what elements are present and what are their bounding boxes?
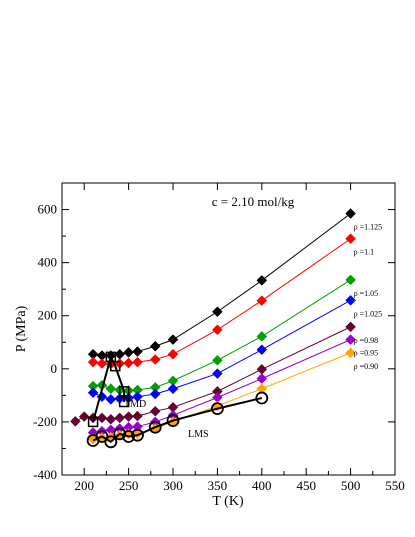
lms-point-circle [113, 427, 127, 441]
data-point-diamond [345, 233, 356, 245]
data-point-diamond [149, 340, 161, 352]
series-label: ρ =1.125 [354, 223, 383, 232]
data-point-diamond [105, 393, 117, 405]
x-tick-label: 250 [119, 478, 139, 493]
data-point-diamond [149, 388, 161, 400]
data-point-diamond [87, 356, 99, 368]
lms-point-circle [104, 435, 118, 449]
x-tick-label: 300 [163, 478, 183, 493]
x-tick-label: 450 [296, 478, 316, 493]
y-tick-label: -200 [33, 414, 57, 429]
data-point-diamond [123, 411, 134, 422]
series-1-025 [87, 294, 356, 405]
tmd-point-square [110, 360, 121, 372]
data-point-diamond [96, 358, 108, 369]
data-point-diamond [345, 347, 356, 359]
data-point-diamond [123, 347, 134, 358]
data-point-diamond [256, 344, 268, 356]
lms-point-circle [131, 428, 144, 442]
data-point-diamond [123, 357, 134, 369]
series-label: ρ =1.025 [354, 309, 383, 318]
y-tick-label: 200 [38, 308, 58, 323]
lms-point-circle [166, 414, 180, 427]
tmd-point-square [118, 396, 130, 408]
data-point-diamond [149, 354, 161, 365]
lms-point-circle [122, 430, 136, 443]
data-point-diamond [167, 348, 179, 360]
data-point-diamond [132, 391, 143, 403]
data-point-diamond [212, 368, 223, 379]
data-point-diamond [132, 356, 143, 368]
data-point-diamond [345, 294, 356, 306]
annotation-concentration: c = 2.10 mol/kg [212, 194, 295, 209]
data-point-diamond [256, 331, 268, 342]
data-point-diamond [96, 412, 108, 424]
data-point-diamond [256, 275, 268, 286]
data-point-diamond [69, 416, 81, 427]
lms-point-circle [210, 402, 224, 416]
data-point-diamond [256, 295, 268, 306]
tmd-label: TMD [124, 399, 146, 410]
plot-frame [61, 182, 396, 476]
data-point-diamond [212, 354, 223, 366]
series-1-125 [87, 208, 356, 361]
data-point-diamond [114, 348, 126, 360]
x-tick-label: 350 [208, 478, 228, 493]
axis-ticks: 200 250 300 350 400 450 500 550 -400 -200 0 200 400 6… [33, 182, 405, 493]
series-line [92, 299, 351, 400]
series-label: ρ =1.05 [354, 289, 379, 298]
data-point-diamond [167, 334, 179, 345]
data-point-diamond [256, 383, 268, 395]
data-point-diamond [256, 363, 268, 375]
y-tick-label: 0 [51, 361, 58, 376]
data-point-diamond [105, 413, 117, 425]
series-line [93, 213, 351, 357]
data-point-diamond [87, 387, 99, 399]
tmd-line [92, 354, 126, 423]
data-point-diamond [149, 405, 161, 417]
data-point-diamond [105, 383, 117, 395]
x-tick-label: 550 [385, 478, 405, 493]
tmd-point-square [87, 416, 99, 428]
data-point-diamond [132, 410, 143, 422]
tmd-lms-overlay [86, 351, 269, 449]
x-tick-label: 200 [74, 478, 94, 493]
data-point-diamond [212, 324, 223, 336]
y-tick-label: 400 [38, 255, 58, 270]
lms-point-circle [148, 420, 162, 434]
lms-label: LMS [188, 429, 209, 440]
x-tick-label: 500 [341, 478, 361, 493]
data-point-diamond [345, 334, 356, 345]
series-0-95 [87, 334, 356, 438]
x-axis-label: T (K) [212, 494, 244, 509]
data-point-diamond [167, 383, 179, 395]
data-point-diamond [132, 346, 143, 357]
y-tick-label: 600 [38, 202, 58, 217]
data-point-diamond [256, 373, 268, 384]
x-tick-label: 400 [252, 478, 272, 493]
data-point-diamond [114, 412, 126, 424]
series-label: ρ =0.95 [354, 349, 379, 358]
data-point-diamond [212, 306, 223, 318]
series-label: ρ =1.1 [354, 248, 375, 257]
data-point-diamond [345, 321, 356, 333]
y-tick-label: -400 [33, 467, 57, 482]
data-point-diamond [345, 208, 356, 219]
data-point-diamond [345, 274, 356, 286]
data-point-diamond [78, 411, 90, 422]
series-label: ρ =0.98 [354, 336, 379, 345]
series-label: ρ =0.90 [354, 362, 379, 371]
y-axis-label: P (MPa) [14, 305, 29, 352]
series-labels: ρ =1.125 ρ =1.1 ρ =1.05 ρ =1.025 ρ =0.98 ρ =0… [354, 223, 383, 371]
lms-point-circle [255, 391, 269, 405]
tmd-point-square [118, 386, 130, 397]
series-1-05 [87, 274, 356, 396]
